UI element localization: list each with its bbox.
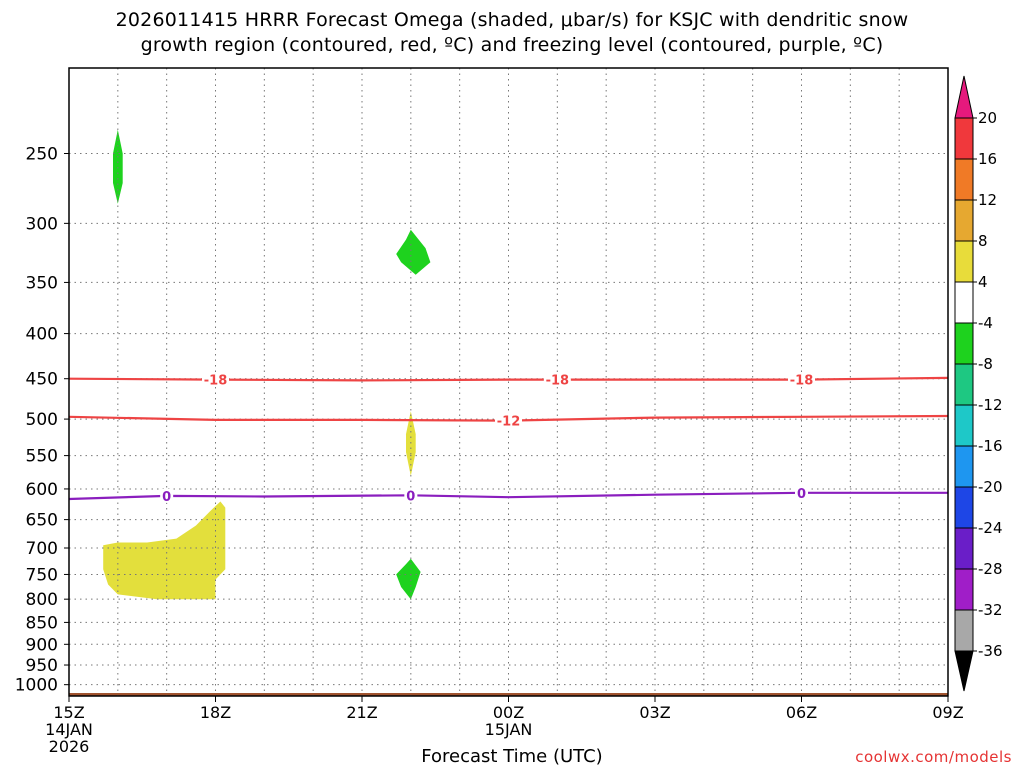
colorbar-label-9: -20 xyxy=(978,478,1003,496)
y-tick-label-250: 250 xyxy=(26,144,58,164)
contour-label-2-0: 0 xyxy=(162,490,171,505)
y-tick-label-1000: 1000 xyxy=(15,676,58,696)
contour-label-2-2: 0 xyxy=(797,487,806,502)
contour-label-bg-2-2 xyxy=(795,485,808,500)
contour-label-bg-0-2 xyxy=(788,372,815,387)
colorbar-band-8 xyxy=(954,445,974,488)
contour-layer: -18 -18 -18 -12 0 0 0 xyxy=(68,372,949,505)
terrain-layer xyxy=(69,693,948,696)
omega-shaded-region-4 xyxy=(103,501,226,600)
x-start-label-1: 14JAN xyxy=(45,720,93,739)
colorbar-band-3 xyxy=(954,240,974,283)
colorbar-band-11 xyxy=(954,568,974,611)
contour-label-2-1: 0 xyxy=(406,489,415,504)
colorbar-label-7: -12 xyxy=(978,396,1003,414)
colorbar-band-12 xyxy=(954,609,974,652)
colorbar-label-11: -28 xyxy=(978,560,1003,578)
colorbar-label-8: -16 xyxy=(978,437,1003,455)
omega-shaded-region-1 xyxy=(396,229,431,275)
colorbar-label-6: -8 xyxy=(978,355,993,373)
chart-title: 2026011415 HRRR Forecast Omega (shaded, … xyxy=(0,8,1024,58)
colorbar-label-3: 8 xyxy=(978,232,988,250)
colorbar-label-13: -36 xyxy=(978,642,1003,660)
colorbar-band-10 xyxy=(954,527,974,570)
contour-label-bg-2-0 xyxy=(160,488,174,503)
contour-label-0-2: -18 xyxy=(790,374,814,389)
y-tick-label-700: 700 xyxy=(26,539,58,559)
colorbar-label-10: -24 xyxy=(978,519,1003,537)
y-tick-label-750: 750 xyxy=(26,565,58,585)
omega-shaded-region-2 xyxy=(406,411,416,476)
y-tick-label-550: 550 xyxy=(26,447,58,467)
terrain-bar xyxy=(69,693,948,696)
contour-line-0 xyxy=(68,376,949,382)
colorbar-label-12: -32 xyxy=(978,601,1003,619)
title-line-2: growth region (contoured, red, ºC) and f… xyxy=(140,34,884,56)
y-tick-label-650: 650 xyxy=(26,511,58,531)
grid-layer xyxy=(69,68,948,696)
omega-shading-layer xyxy=(103,129,431,600)
title-line-1: 2026011415 HRRR Forecast Omega (shaded, … xyxy=(115,9,909,31)
colorbar-band-7 xyxy=(954,404,974,447)
contour-label-0-1: -18 xyxy=(546,374,570,389)
colorbar-band-0 xyxy=(954,117,974,160)
x-axis-title: Forecast Time (UTC) xyxy=(421,746,603,767)
x-tick-label-15: 06Z xyxy=(786,703,817,722)
colorbar-top-arrow xyxy=(954,75,974,119)
colorbar-label-5: -4 xyxy=(978,314,993,332)
contour-label-bg-0-1 xyxy=(543,372,571,387)
y-tick-label-850: 850 xyxy=(26,613,58,633)
y-tick-label-800: 800 xyxy=(26,590,58,610)
colorbar-label-0: 20 xyxy=(978,109,997,127)
x-start-label-0: 15Z xyxy=(53,703,84,722)
y-tick-label-450: 450 xyxy=(26,370,58,390)
contour-label-bg-1-0 xyxy=(495,413,522,428)
contour-label-0-0: -18 xyxy=(204,374,228,389)
y-tick-label-900: 900 xyxy=(26,635,58,655)
y-tick-label-950: 950 xyxy=(26,656,58,676)
colorbar-band-1 xyxy=(954,158,974,201)
colorbar-label-2: 12 xyxy=(978,191,997,209)
x-tick-label-9: 00Z xyxy=(493,703,524,722)
colorbar-label-1: 16 xyxy=(978,150,997,168)
colorbar-band-4 xyxy=(954,281,974,324)
colorbar-band-2 xyxy=(954,199,974,242)
y-tick-label-500: 500 xyxy=(26,410,58,430)
omega-shaded-region-3 xyxy=(396,558,421,600)
x-tick-label-12: 03Z xyxy=(639,703,670,722)
omega-shaded-region-0 xyxy=(113,129,123,204)
x-start-label-2: 2026 xyxy=(49,737,90,756)
colorbar-band-5 xyxy=(954,322,974,365)
colorbar-band-9 xyxy=(954,486,974,529)
contour-line-2 xyxy=(68,491,948,501)
y-axis: 2503003504004505005506006507007508008509… xyxy=(15,144,69,696)
contour-label-1-0: -12 xyxy=(497,415,521,430)
x-tick-label-6: 21Z xyxy=(346,703,377,722)
y-tick-label-350: 350 xyxy=(26,273,58,293)
y-tick-label-600: 600 xyxy=(26,480,58,500)
contour-label-bg-2-1 xyxy=(404,488,418,503)
colorbar-band-6 xyxy=(954,363,974,406)
x-tick-label-18: 09Z xyxy=(932,703,963,722)
y-tick-label-400: 400 xyxy=(26,325,58,345)
contour-label-bg-0-0 xyxy=(202,372,229,387)
colorbar-label-4: 4 xyxy=(978,273,988,291)
y-tick-label-300: 300 xyxy=(26,214,58,234)
colorbar-bottom-arrow xyxy=(954,650,974,692)
x-tick-label-3: 18Z xyxy=(200,703,231,722)
x-tick-sublabel-9: 15JAN xyxy=(485,720,533,739)
colorbar: 20 16 12 8 4 -4 -8 -12 -16 -20 -24 -28 -32 -36 xyxy=(954,75,1003,692)
watermark: coolwx.com/models xyxy=(855,748,1012,766)
